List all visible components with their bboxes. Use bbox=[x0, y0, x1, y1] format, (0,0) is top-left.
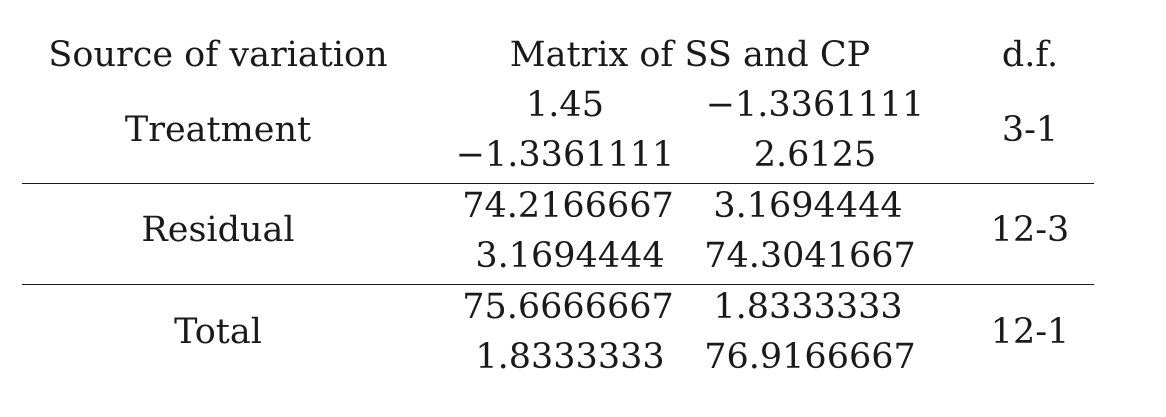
row-treatment-m11: 1.45 bbox=[526, 85, 604, 125]
row-total-source: Total bbox=[174, 312, 262, 352]
row-residual-m12: 3.1694444 bbox=[713, 186, 903, 226]
header-source: Source of variation bbox=[48, 35, 388, 75]
header-df: d.f. bbox=[1001, 35, 1059, 75]
row-treatment-df: 3-1 bbox=[1001, 110, 1059, 150]
row-divider-1 bbox=[22, 183, 1094, 184]
row-treatment-m21: −1.3361111 bbox=[455, 135, 675, 175]
row-residual-m11: 74.2166667 bbox=[462, 186, 674, 226]
header-matrix: Matrix of SS and CP bbox=[509, 35, 871, 75]
row-treatment-m22: 2.6125 bbox=[753, 135, 877, 175]
row-treatment-source: Treatment bbox=[124, 110, 312, 150]
row-total-m12: 1.8333333 bbox=[713, 287, 903, 327]
row-divider-2 bbox=[22, 284, 1094, 285]
row-residual-m22: 74.3041667 bbox=[704, 236, 916, 276]
row-total-m22: 76.9166667 bbox=[704, 337, 916, 377]
row-total-m21: 1.8333333 bbox=[475, 337, 665, 377]
row-residual-m21: 3.1694444 bbox=[475, 236, 665, 276]
row-total-m11: 75.6666667 bbox=[462, 287, 674, 327]
row-total-df: 12-1 bbox=[990, 312, 1070, 352]
row-residual-df: 12-3 bbox=[990, 210, 1070, 250]
row-treatment-m12: −1.3361111 bbox=[705, 85, 925, 125]
row-residual-source: Residual bbox=[141, 210, 295, 250]
